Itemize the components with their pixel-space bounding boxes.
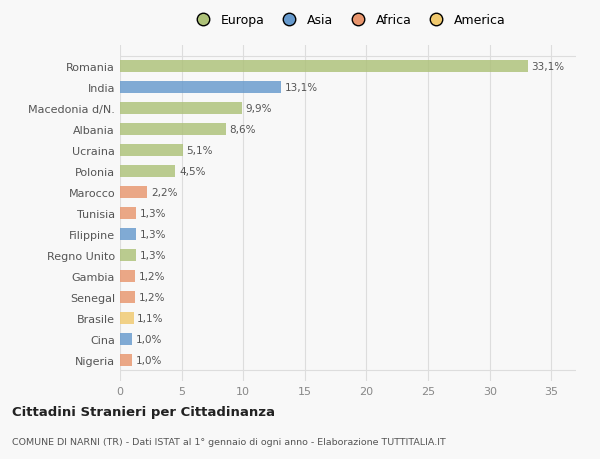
Bar	[120, 291, 135, 303]
Bar	[120, 333, 133, 345]
Text: 2,2%: 2,2%	[151, 188, 178, 197]
Text: 1,0%: 1,0%	[136, 355, 163, 365]
Bar	[120, 145, 183, 157]
Text: 13,1%: 13,1%	[285, 83, 318, 93]
Text: 1,0%: 1,0%	[136, 334, 163, 344]
Text: Cittadini Stranieri per Cittadinanza: Cittadini Stranieri per Cittadinanza	[12, 405, 275, 419]
Bar	[120, 270, 135, 282]
Bar	[120, 61, 528, 73]
Bar	[120, 354, 133, 366]
Legend: Europa, Asia, Africa, America: Europa, Asia, Africa, America	[188, 12, 508, 30]
Bar	[120, 313, 134, 324]
Text: COMUNE DI NARNI (TR) - Dati ISTAT al 1° gennaio di ogni anno - Elaborazione TUTT: COMUNE DI NARNI (TR) - Dati ISTAT al 1° …	[12, 437, 446, 446]
Text: 1,2%: 1,2%	[139, 292, 165, 302]
Bar	[120, 187, 147, 198]
Text: 1,2%: 1,2%	[139, 271, 165, 281]
Bar	[120, 82, 281, 94]
Bar	[120, 124, 226, 135]
Text: 1,3%: 1,3%	[140, 208, 166, 218]
Text: 1,3%: 1,3%	[140, 250, 166, 260]
Text: 9,9%: 9,9%	[246, 104, 272, 114]
Bar	[120, 207, 136, 219]
Text: 33,1%: 33,1%	[532, 62, 565, 72]
Text: 8,6%: 8,6%	[230, 125, 256, 134]
Text: 1,3%: 1,3%	[140, 230, 166, 239]
Bar	[120, 166, 175, 177]
Bar	[120, 250, 136, 261]
Bar	[120, 229, 136, 240]
Text: 5,1%: 5,1%	[187, 146, 213, 156]
Bar	[120, 103, 242, 114]
Text: 4,5%: 4,5%	[179, 167, 206, 177]
Text: 1,1%: 1,1%	[137, 313, 164, 323]
